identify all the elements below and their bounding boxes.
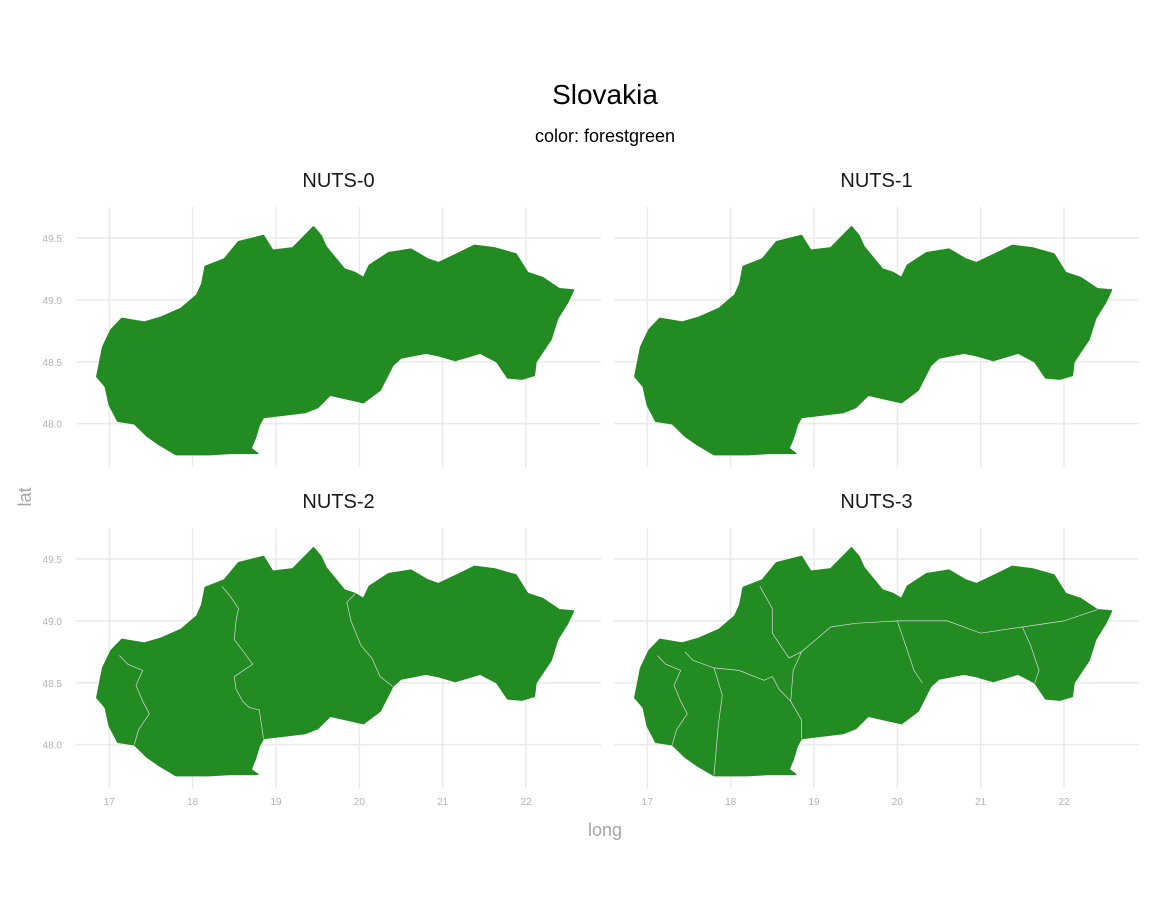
x-tick-label: 19 [270,797,282,808]
x-tick-label: 17 [642,797,654,808]
y-tick-label: 49.5 [43,555,63,566]
x-tick-label: 21 [975,797,987,808]
region-border [221,585,264,739]
x-tick-label: 20 [354,797,366,808]
region-border [790,651,802,702]
region-border [801,609,1098,653]
facet-panel-nuts-3: NUTS-3 17 18 19 20 21 22 [614,491,1139,808]
facet-strip-label: NUTS-2 [302,491,374,513]
facet-panel-nuts-0: NUTS-0 48.0 48.5 49.0 49.5 [43,170,601,467]
y-axis-title: lat [15,487,35,506]
country-shape [634,547,1113,777]
country-shape [96,547,575,777]
y-tick-label: 48.5 [43,358,63,369]
facet-strip-label: NUTS-3 [840,491,912,513]
x-tick-label: 21 [437,797,449,808]
region-border [896,620,923,683]
y-tick-label: 48.0 [43,741,63,752]
x-tick-label: 18 [725,797,737,808]
y-tick-label: 49.5 [43,234,63,245]
x-tick-label: 20 [892,797,904,808]
region-border [657,655,688,745]
facet-strip-label: NUTS-0 [302,170,374,192]
facet-panel-nuts-1: NUTS-1 [614,170,1139,467]
x-tick-label: 19 [808,797,820,808]
chart-subtitle: color: forestgreen [535,126,675,146]
region-border [684,651,773,681]
y-tick-label: 49.0 [43,296,63,307]
y-tick-label: 48.5 [43,679,63,690]
y-tick-label: 48.0 [43,420,63,431]
x-tick-label: 17 [104,797,116,808]
region-border [1021,626,1040,683]
country-shape [96,226,575,456]
region-border [346,593,393,687]
chart-title: Slovakia [552,79,658,110]
facet-strip-label: NUTS-1 [840,170,912,192]
x-axis-title: long [588,820,622,840]
x-tick-label: 22 [520,797,532,808]
region-border [119,655,150,745]
x-tick-label: 18 [187,797,199,808]
x-tick-label: 22 [1058,797,1070,808]
country-shape [634,226,1113,456]
region-border [759,586,802,659]
y-tick-label: 49.0 [43,617,63,628]
region-border [713,667,723,776]
facet-panel-nuts-2: NUTS-2 48.0 48.5 49.0 49.5 17 18 19 20 21 22 [43,491,601,808]
facet-panels: NUTS-0 48.0 48.5 49.0 49.5 NUTS-1 NUTS-2 48.0 48… [43,170,1139,808]
